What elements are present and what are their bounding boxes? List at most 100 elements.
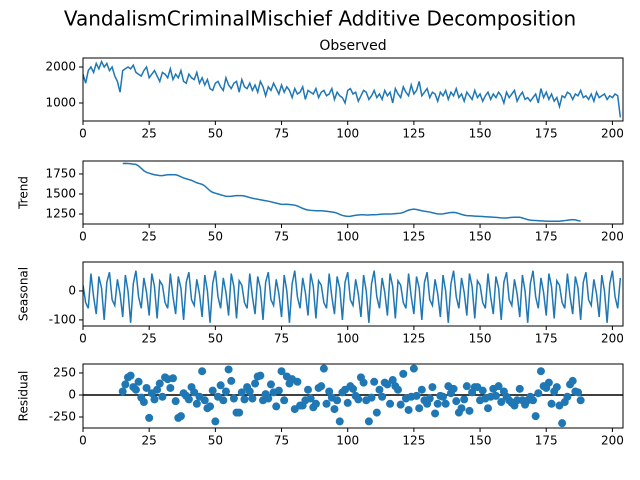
x-tick-label: 50	[208, 230, 223, 244]
residual-point	[248, 394, 257, 403]
x-tick-label: 100	[336, 434, 359, 448]
y-tick-label: 2000	[45, 60, 76, 74]
residual-point	[190, 388, 199, 397]
x-tick-label: 150	[469, 434, 492, 448]
residual-point	[354, 395, 363, 404]
residual-point	[325, 387, 334, 396]
residual-point	[229, 394, 238, 403]
y-tick-label: 250	[53, 365, 76, 379]
x-tick-label: 50	[208, 434, 223, 448]
y-tick-label: 0	[68, 283, 76, 297]
residual-point	[184, 395, 193, 404]
x-tick-label: 100	[336, 127, 359, 141]
x-tick-label: 175	[535, 434, 558, 448]
axes-frame	[82, 160, 624, 225]
x-tick-label: 125	[402, 127, 425, 141]
residual-point	[494, 382, 503, 391]
x-tick-label: 25	[142, 230, 157, 244]
x-tick-label: 50	[208, 332, 223, 346]
residual-point	[131, 385, 140, 394]
y-tick-label: 1500	[45, 186, 76, 200]
x-tick-label: 25	[142, 127, 157, 141]
residual-point	[139, 398, 148, 407]
residual-point	[256, 371, 265, 380]
residual-point	[544, 378, 553, 387]
residual-point	[568, 376, 577, 385]
y-axis-label: Residual	[17, 371, 31, 422]
residual-point	[293, 377, 302, 386]
x-tick-label: 200	[601, 434, 624, 448]
axes-frame	[82, 57, 624, 122]
x-tick-label: 0	[79, 127, 87, 141]
residual-point	[558, 419, 567, 428]
residual-point	[563, 392, 572, 401]
x-tick-label: 100	[336, 230, 359, 244]
residual-point	[245, 387, 254, 396]
residual-point	[219, 396, 228, 405]
residual-point	[497, 398, 506, 407]
residual-point	[153, 385, 162, 394]
residual-point	[491, 391, 500, 400]
y-tick-label: 1750	[45, 166, 76, 180]
residual-point	[574, 388, 582, 397]
residual-point	[169, 374, 177, 383]
x-tick-label: 125	[402, 434, 425, 448]
x-tick-label: 25	[142, 434, 157, 448]
residual-point	[121, 380, 130, 389]
residual-point	[576, 396, 585, 405]
x-tick-label: 125	[402, 332, 425, 346]
residual-point	[333, 396, 342, 405]
residual-point	[399, 369, 408, 378]
x-tick-label: 75	[274, 127, 289, 141]
x-tick-label: 175	[535, 332, 558, 346]
x-tick-label: 75	[274, 332, 289, 346]
residual-point	[317, 382, 326, 391]
residual-point	[335, 417, 344, 426]
residual-point	[304, 385, 312, 394]
residual-point	[409, 364, 418, 373]
residual-point	[465, 406, 474, 415]
series-line	[122, 162, 581, 222]
residual-point	[367, 393, 376, 402]
x-tick-label: 200	[601, 332, 624, 346]
x-tick-label: 150	[469, 332, 492, 346]
residual-point	[150, 395, 159, 404]
x-tick-label: 150	[469, 230, 492, 244]
residual-point	[394, 385, 402, 394]
residual-point	[171, 397, 180, 406]
residual-point	[431, 409, 440, 418]
axes-frame	[82, 261, 624, 327]
residual-point	[272, 402, 281, 411]
residual-point	[216, 381, 225, 390]
series-line	[83, 59, 622, 118]
residual-point	[428, 383, 437, 392]
y-tick-label: 1250	[45, 206, 76, 220]
x-tick-label: 200	[601, 230, 624, 244]
residual-point	[547, 399, 556, 408]
residual-point	[142, 383, 151, 392]
residual-point	[417, 385, 426, 394]
x-tick-label: 0	[79, 332, 87, 346]
residual-point	[237, 388, 246, 397]
residual-point	[322, 399, 331, 408]
residual-point	[155, 379, 164, 388]
residual-point	[192, 399, 201, 408]
x-tick-label: 0	[79, 434, 87, 448]
residual-point	[208, 386, 217, 395]
residual-point	[266, 380, 275, 389]
residual-point	[552, 383, 561, 392]
residual-point	[349, 384, 357, 393]
residual-point	[515, 384, 524, 393]
residual-point	[452, 397, 461, 406]
x-tick-label: 175	[535, 127, 558, 141]
residual-point	[280, 396, 289, 405]
residual-point	[158, 392, 167, 401]
figure-title: VandalismCriminalMischief Additive Decom…	[64, 7, 576, 31]
residual-point	[531, 412, 540, 421]
y-axis-label: Seasonal	[17, 267, 31, 321]
residual-point	[372, 408, 381, 417]
residual-point	[145, 413, 154, 422]
x-tick-label: 100	[336, 332, 359, 346]
series-line	[83, 270, 622, 323]
residual-point	[449, 384, 458, 393]
